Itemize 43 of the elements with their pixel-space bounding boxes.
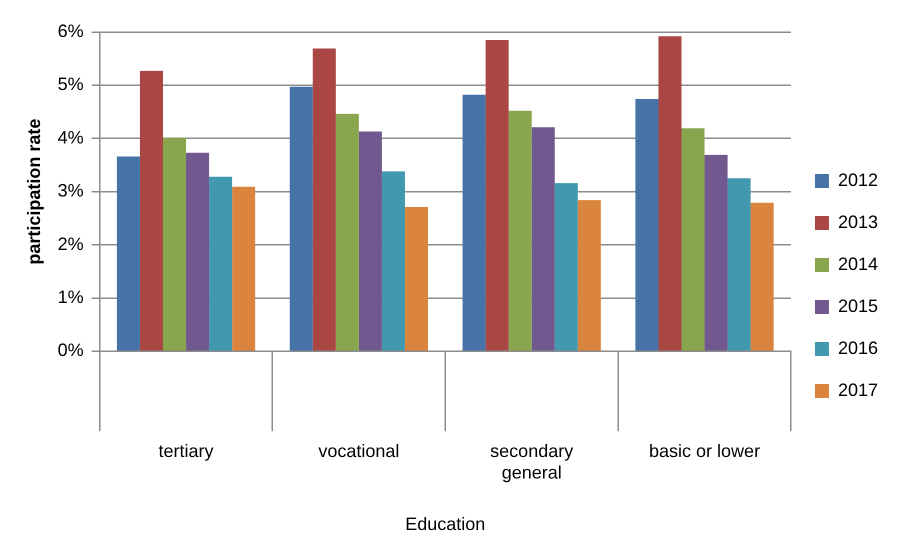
x-tick-label: vocational xyxy=(318,440,400,461)
y-tick-label: 5% xyxy=(58,74,84,94)
bar xyxy=(162,138,186,350)
y-tick-label: 1% xyxy=(58,286,84,307)
y-tick-label: 6% xyxy=(58,20,84,41)
bar xyxy=(312,48,336,350)
legend-label: 2014 xyxy=(838,254,878,274)
bar xyxy=(336,114,359,350)
x-tick-label: secondary general xyxy=(490,440,574,483)
legend-label: 2012 xyxy=(838,170,878,190)
y-tick-label: 4% xyxy=(58,127,84,148)
bar xyxy=(532,127,555,350)
y-tick-label: 2% xyxy=(58,234,84,254)
bar xyxy=(116,156,140,350)
bar xyxy=(462,94,486,350)
legend-label: 2015 xyxy=(838,296,878,316)
y-tick-label: 0% xyxy=(58,340,84,360)
bar xyxy=(728,178,751,350)
bar xyxy=(382,171,405,350)
legend-label: 2016 xyxy=(838,338,878,358)
bar xyxy=(635,99,658,350)
bar xyxy=(508,110,532,350)
bar xyxy=(404,207,428,350)
y-tick-label: 3% xyxy=(58,180,84,201)
bar xyxy=(358,131,382,350)
y-axis-title: participation rate xyxy=(24,118,44,265)
x-axis-title: Education xyxy=(405,514,486,534)
bar xyxy=(750,202,774,350)
bar xyxy=(140,70,163,350)
bar xyxy=(186,152,210,350)
x-tick-label: basic or lower xyxy=(649,440,760,461)
bar xyxy=(578,200,601,350)
bar xyxy=(704,154,728,350)
bar xyxy=(658,36,682,350)
x-tick-label: tertiary xyxy=(158,440,214,461)
legend-label: 2017 xyxy=(838,380,878,400)
bar xyxy=(209,176,232,350)
bar xyxy=(554,183,578,350)
bar xyxy=(486,40,509,350)
bar xyxy=(290,86,313,350)
legend-label: 2013 xyxy=(838,212,878,232)
bar xyxy=(681,128,705,350)
bar xyxy=(232,186,256,350)
